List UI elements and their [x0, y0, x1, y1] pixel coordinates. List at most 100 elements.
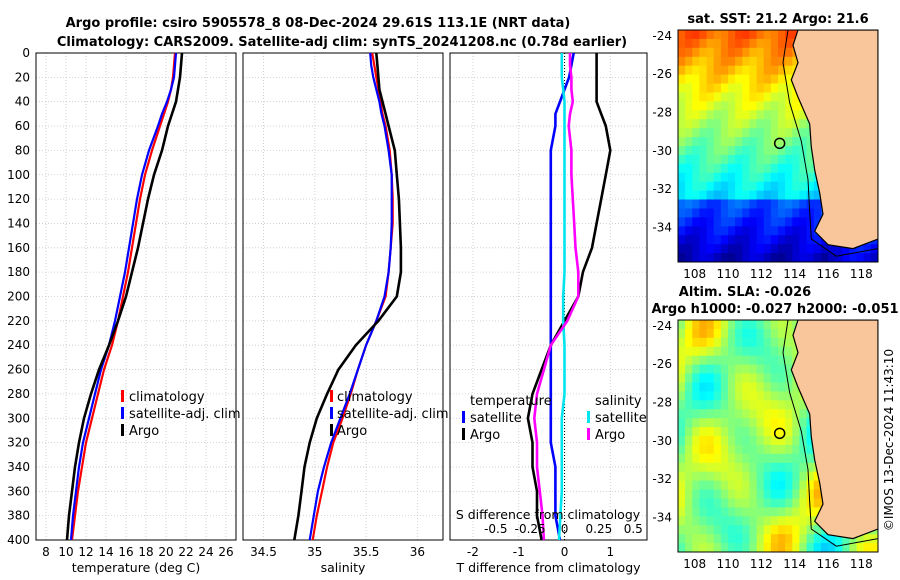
map-cell	[728, 355, 736, 366]
map-cell	[785, 253, 793, 262]
map-cell	[799, 163, 808, 174]
map-cell	[785, 208, 793, 218]
map-cell	[692, 190, 700, 201]
map-cell	[692, 110, 700, 120]
map-cell	[842, 253, 850, 262]
map-cell	[713, 110, 722, 120]
map-cell	[735, 543, 743, 552]
map-cell	[713, 172, 722, 183]
map-cell	[692, 462, 700, 473]
map-cell	[706, 507, 715, 517]
x-tick-label: 34.5	[250, 545, 277, 559]
map-cell	[728, 163, 736, 174]
x-tick-label: 8	[42, 545, 50, 559]
map-cell	[756, 400, 765, 410]
y-tick-label: 280	[7, 387, 30, 401]
map-cell	[735, 244, 743, 254]
map-cell	[685, 516, 693, 526]
map-cell	[720, 400, 729, 410]
map-cell	[713, 92, 722, 102]
map-cell	[763, 128, 772, 138]
title-line-1: Argo profile: csiro 5905578_8 08-Dec-202…	[66, 16, 571, 31]
map-cell	[713, 244, 722, 254]
map-cell	[799, 181, 808, 192]
difference-legend-swatch	[587, 428, 590, 440]
map-cell	[692, 337, 700, 348]
map-cell	[742, 190, 750, 201]
salinity-line-satellite-adj-clim	[308, 52, 393, 541]
map-cell	[778, 217, 786, 227]
map-cell	[778, 30, 786, 40]
y-tick-label: 380	[7, 509, 30, 523]
map-cell	[706, 208, 715, 218]
map-cell	[678, 253, 686, 262]
salinity-panel: 34.5 35 35.5 36 salinity climatology satellite…	[242, 52, 449, 575]
map-cell	[778, 346, 786, 357]
map-cell	[699, 400, 708, 410]
map-cell	[678, 534, 686, 544]
map-cell	[785, 462, 793, 473]
map-cell	[699, 190, 708, 201]
map-cell	[749, 525, 758, 535]
map-cell	[749, 181, 758, 192]
map-cell	[706, 498, 715, 508]
map-cell	[792, 543, 800, 552]
map-cell	[713, 208, 722, 218]
map-cell	[728, 208, 736, 218]
map-cell	[742, 217, 750, 227]
map-cell	[763, 364, 772, 375]
map-cell	[749, 364, 758, 375]
map-cell	[720, 534, 729, 544]
map-cell	[792, 56, 800, 67]
map-cell	[778, 525, 786, 535]
sat-SST-map-panel: 108 110 112 114 116 118 -24 -26 -28 -30 -32 -34	[652, 29, 879, 281]
map-cell	[720, 235, 729, 245]
map-cell	[863, 534, 872, 544]
map-cell	[735, 154, 743, 165]
map-cell	[749, 400, 758, 410]
map-cell	[720, 471, 729, 482]
map-cell	[785, 427, 793, 437]
map-cell	[699, 382, 708, 392]
map-cell	[699, 208, 708, 218]
map-cell	[692, 217, 700, 227]
map-cell	[742, 507, 750, 517]
map-cell	[742, 418, 750, 428]
map-cell	[706, 418, 715, 428]
salinity-legend-swatch	[330, 390, 333, 402]
map-cell	[706, 92, 715, 102]
map-cell	[756, 208, 765, 218]
map-cell	[756, 137, 765, 147]
map-cell	[685, 328, 693, 339]
map-cell	[763, 462, 772, 473]
map-cell	[692, 74, 700, 85]
map-cell	[692, 199, 700, 209]
map-cell	[756, 409, 765, 419]
map-cell	[799, 119, 808, 129]
map-cell	[763, 190, 772, 201]
map-cell	[799, 516, 808, 526]
map-cell	[728, 56, 736, 67]
map-cell	[720, 498, 729, 508]
map-cell	[699, 453, 708, 464]
map-cell	[785, 128, 793, 138]
map-cell	[692, 163, 700, 174]
map-cell	[720, 190, 729, 201]
map-cell	[799, 427, 808, 437]
map-cell	[806, 154, 815, 165]
map-cell	[685, 154, 693, 165]
map-cell	[770, 391, 779, 401]
map-cell	[778, 337, 786, 348]
map-cell	[685, 235, 693, 245]
map-cell	[756, 516, 765, 526]
map-cell	[735, 163, 743, 174]
map-cell	[806, 453, 815, 464]
y-tick-label: 140	[7, 216, 30, 230]
map-cell	[685, 543, 693, 552]
map-cell	[778, 480, 786, 491]
map-cell	[778, 92, 786, 102]
map-cell	[735, 418, 743, 428]
map-cell	[785, 471, 793, 482]
argo-position-marker	[773, 427, 786, 440]
map-frame	[677, 319, 879, 553]
